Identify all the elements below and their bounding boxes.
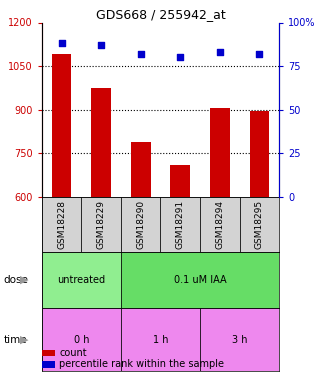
Text: 0.1 uM IAA: 0.1 uM IAA <box>174 275 226 285</box>
Text: percentile rank within the sample: percentile rank within the sample <box>59 359 224 369</box>
Bar <box>52 54 71 197</box>
Bar <box>121 308 200 371</box>
Bar <box>121 252 279 308</box>
Text: count: count <box>59 348 87 358</box>
Bar <box>42 308 121 371</box>
Text: GSM18294: GSM18294 <box>215 200 224 249</box>
Text: GSM18290: GSM18290 <box>136 200 145 249</box>
Text: untreated: untreated <box>57 275 105 285</box>
Text: ▶: ▶ <box>20 334 28 345</box>
Text: ▶: ▶ <box>20 275 28 285</box>
Text: 1 h: 1 h <box>153 334 168 345</box>
Bar <box>42 252 121 308</box>
Bar <box>160 197 200 252</box>
Text: GSM18228: GSM18228 <box>57 200 66 249</box>
Bar <box>249 111 269 197</box>
Text: 0 h: 0 h <box>74 334 89 345</box>
Text: GSM18291: GSM18291 <box>176 200 185 249</box>
Point <box>257 51 262 57</box>
Text: GSM18229: GSM18229 <box>97 200 106 249</box>
Bar <box>121 197 160 252</box>
Point <box>138 51 143 57</box>
Bar <box>91 88 111 197</box>
Bar <box>170 165 190 197</box>
Point <box>99 42 104 48</box>
Bar <box>131 142 151 197</box>
Point <box>217 49 222 55</box>
Point <box>178 54 183 60</box>
Title: GDS668 / 255942_at: GDS668 / 255942_at <box>96 8 225 21</box>
Text: dose: dose <box>3 275 28 285</box>
Text: GSM18295: GSM18295 <box>255 200 264 249</box>
Point <box>59 40 64 46</box>
Bar <box>210 108 230 197</box>
Bar <box>81 197 121 252</box>
Bar <box>200 308 279 371</box>
Bar <box>200 197 240 252</box>
Bar <box>240 197 279 252</box>
Text: time: time <box>3 334 27 345</box>
Bar <box>42 197 81 252</box>
Text: 3 h: 3 h <box>232 334 247 345</box>
